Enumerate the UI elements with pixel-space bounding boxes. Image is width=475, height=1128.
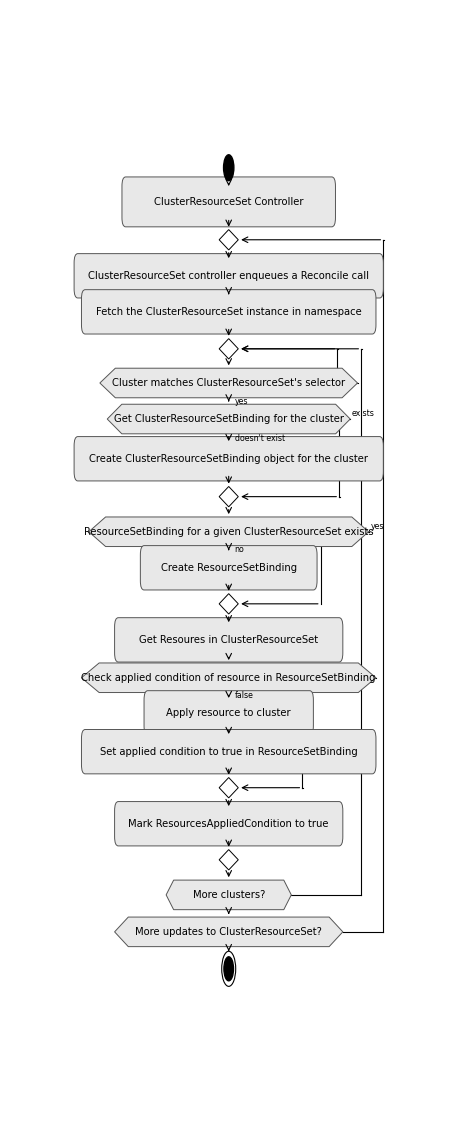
Text: false: false bbox=[235, 690, 254, 699]
Text: Create ResourceSetBinding: Create ResourceSetBinding bbox=[161, 563, 297, 573]
Polygon shape bbox=[107, 404, 350, 434]
Polygon shape bbox=[114, 917, 343, 946]
Text: Apply resource to cluster: Apply resource to cluster bbox=[166, 708, 291, 717]
Text: Cluster matches ClusterResourceSet's selector: Cluster matches ClusterResourceSet's sel… bbox=[112, 378, 345, 388]
Polygon shape bbox=[82, 663, 376, 693]
FancyBboxPatch shape bbox=[141, 546, 317, 590]
Polygon shape bbox=[166, 880, 291, 909]
Polygon shape bbox=[100, 368, 358, 398]
Text: ResourceSetBinding for a given ClusterResourceSet exists: ResourceSetBinding for a given ClusterRe… bbox=[84, 527, 373, 537]
Text: Create ClusterResourceSetBinding object for the cluster: Create ClusterResourceSetBinding object … bbox=[89, 453, 368, 464]
FancyBboxPatch shape bbox=[74, 254, 383, 298]
Text: Get Resoures in ClusterResourceSet: Get Resoures in ClusterResourceSet bbox=[139, 635, 318, 645]
Circle shape bbox=[224, 155, 234, 180]
Text: More updates to ClusterResourceSet?: More updates to ClusterResourceSet? bbox=[135, 927, 322, 937]
Text: ClusterResourceSet controller enqueues a Reconcile call: ClusterResourceSet controller enqueues a… bbox=[88, 271, 369, 281]
Text: Mark ResourcesAppliedCondition to true: Mark ResourcesAppliedCondition to true bbox=[128, 819, 329, 829]
FancyBboxPatch shape bbox=[74, 437, 383, 481]
Polygon shape bbox=[219, 486, 238, 506]
FancyBboxPatch shape bbox=[144, 690, 314, 735]
FancyBboxPatch shape bbox=[114, 618, 343, 662]
Text: Get ClusterResourceSetBinding for the cluster: Get ClusterResourceSetBinding for the cl… bbox=[114, 414, 344, 424]
Circle shape bbox=[224, 957, 234, 981]
FancyBboxPatch shape bbox=[114, 802, 343, 846]
Polygon shape bbox=[219, 777, 238, 797]
Text: yes: yes bbox=[370, 522, 384, 530]
Text: no: no bbox=[235, 545, 244, 554]
Text: More clusters?: More clusters? bbox=[192, 890, 265, 900]
Text: yes: yes bbox=[235, 397, 248, 405]
Text: doesn't exist: doesn't exist bbox=[235, 434, 285, 443]
Polygon shape bbox=[219, 230, 238, 250]
Text: Fetch the ClusterResourceSet instance in namespace: Fetch the ClusterResourceSet instance in… bbox=[96, 307, 361, 317]
Text: ClusterResourceSet Controller: ClusterResourceSet Controller bbox=[154, 197, 304, 206]
Text: exists: exists bbox=[352, 409, 375, 418]
Polygon shape bbox=[219, 849, 238, 870]
FancyBboxPatch shape bbox=[122, 177, 335, 227]
Circle shape bbox=[222, 951, 236, 986]
Polygon shape bbox=[219, 593, 238, 614]
Polygon shape bbox=[219, 338, 238, 359]
Text: Set applied condition to true in ResourceSetBinding: Set applied condition to true in Resourc… bbox=[100, 747, 358, 757]
FancyBboxPatch shape bbox=[82, 290, 376, 334]
FancyBboxPatch shape bbox=[82, 730, 376, 774]
Text: Check applied condition of resource in ResourceSetBinding: Check applied condition of resource in R… bbox=[82, 672, 376, 682]
Polygon shape bbox=[89, 517, 369, 547]
